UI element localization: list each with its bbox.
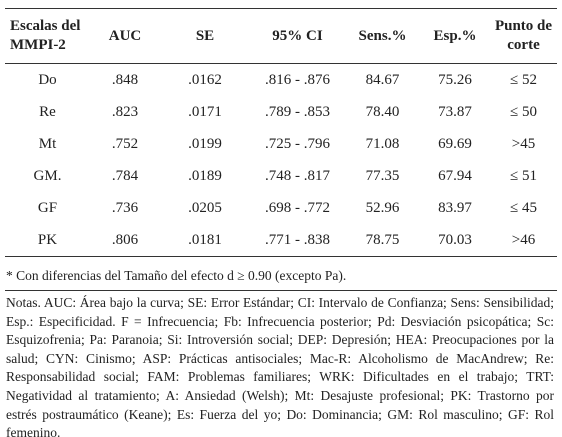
header-cell: SE — [160, 8, 250, 64]
footnote: * Con diferencias del Tamaño del efecto … — [6, 268, 347, 283]
table-cell: .725 - .796 — [265, 135, 330, 152]
table-cell: .784 — [111, 167, 139, 184]
table-cell: 69.69 — [438, 135, 472, 152]
results-table: Escalas del MMPI-2 AUC SE 95% CI Sens.% Esp.%… — [5, 8, 557, 257]
table-cell: ≤ 45 — [510, 199, 537, 216]
notes: Notas. AUC: Área bajo la curva; SE: Erro… — [6, 295, 554, 437]
header-cell: Esp.% — [420, 8, 490, 64]
table-cell: .0181 — [160, 224, 250, 257]
table-header: Escalas del MMPI-2 AUC SE 95% CI Sens.% Esp.%… — [5, 8, 557, 64]
table-cell: 52.96 — [365, 199, 400, 216]
table-cell: 78.40 — [365, 103, 400, 120]
header-row: Escalas del MMPI-2 AUC SE 95% CI Sens.% Esp.%… — [5, 8, 557, 64]
table-row: Mt .752 .0199 .725 - .796 71.08 69.69 >45 — [5, 128, 557, 160]
table-cell: .698 - .772 — [265, 199, 330, 216]
table-cell: .771 - .838 — [250, 224, 345, 257]
table-body: Do .848 .0162 .816 - .876 84.67 75.26 ≤ 52 Re .8… — [5, 64, 557, 257]
table-cell: 70.03 — [420, 224, 490, 257]
table-row: Do .848 .0162 .816 - .876 84.67 75.26 ≤ 52 — [5, 64, 557, 97]
table-cell: .0199 — [188, 135, 222, 152]
table-cell: .806 — [90, 224, 160, 257]
table-cell: .823 — [111, 103, 139, 120]
header-cell: 95% CI — [250, 8, 345, 64]
table-cell: 71.08 — [365, 135, 400, 152]
table-cell: .0189 — [188, 167, 222, 184]
table-cell: Mt — [38, 135, 57, 152]
table-cell: PK — [5, 224, 90, 257]
table-cell: .816 - .876 — [265, 71, 330, 88]
table-cell: .0171 — [188, 103, 222, 120]
separator — [5, 290, 557, 291]
table-cell: 83.97 — [438, 199, 472, 216]
table-cell: .0205 — [188, 199, 222, 216]
table-cell: 78.75 — [345, 224, 420, 257]
table-cell: 75.26 — [438, 71, 472, 88]
table-cell: ≤ 51 — [510, 167, 537, 184]
table-row: GM. .784 .0189 .748 - .817 77.35 67.94 ≤ 51 — [5, 160, 557, 192]
table-cell: .748 - .817 — [265, 167, 330, 184]
header-cell: Escalas del MMPI-2 — [5, 8, 90, 64]
table-row: GF .736 .0205 .698 - .772 52.96 83.97 ≤ 45 — [5, 192, 557, 224]
table-cell: Do — [38, 71, 57, 88]
header-cell: AUC — [90, 8, 160, 64]
table-cell: 67.94 — [438, 167, 472, 184]
table-cell: >46 — [490, 224, 557, 257]
header-cell: Punto de corte — [490, 8, 557, 64]
table-cell: ≤ 52 — [510, 71, 537, 88]
table-row: Re .823 .0171 .789 - .853 78.40 73.87 ≤ 50 — [5, 96, 557, 128]
table-cell: .789 - .853 — [265, 103, 330, 120]
table-cell: 77.35 — [365, 167, 400, 184]
table-cell: >45 — [511, 135, 536, 152]
header-cell: Sens.% — [345, 8, 420, 64]
table-row: PK .806.0181.771 - .838 78.75 70.03 >46 — [5, 224, 557, 257]
table-cell: 73.87 — [438, 103, 472, 120]
table-cell: Re — [39, 103, 56, 120]
table-cell: ≤ 50 — [510, 103, 537, 120]
table-cell: 84.67 — [365, 71, 400, 88]
table-cell: .736 — [111, 199, 139, 216]
table-cell: .848 — [111, 71, 139, 88]
table-cell: .0162 — [188, 71, 222, 88]
table-cell: GF — [37, 199, 58, 216]
table-cell: GM. — [33, 167, 62, 184]
table-cell: .752 — [111, 135, 139, 152]
